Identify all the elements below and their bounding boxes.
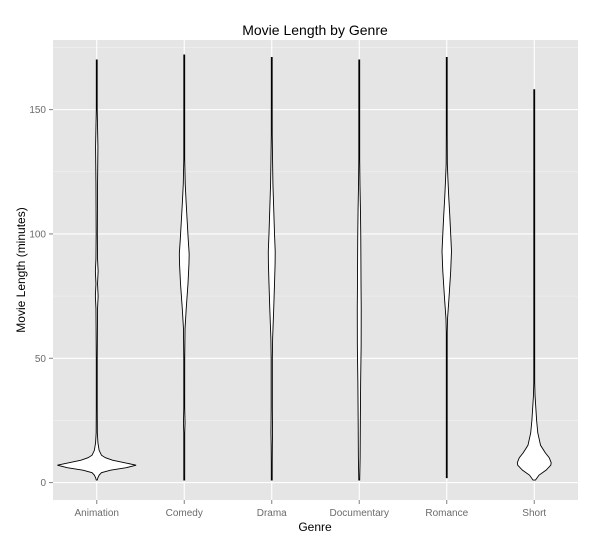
y-tick-label: 50 xyxy=(35,354,47,365)
violin-short xyxy=(516,89,552,481)
x-axis-title: Genre xyxy=(298,520,332,534)
violin-documentary xyxy=(356,59,362,481)
violin-romance xyxy=(441,56,452,479)
violin-animation xyxy=(57,59,137,481)
panel-background xyxy=(53,40,578,500)
y-axis-title: Movie Length (minutes) xyxy=(14,207,28,332)
y-tick-label: 150 xyxy=(29,105,46,116)
x-tick-label-documentary: Documentary xyxy=(330,508,389,519)
x-tick-label-drama: Drama xyxy=(257,508,287,519)
x-tick-label-romance: Romance xyxy=(425,508,468,519)
violin-drama xyxy=(267,56,276,481)
x-tick-label-short: Short xyxy=(522,508,546,519)
y-tick-label: 0 xyxy=(40,478,46,489)
violin-comedy xyxy=(178,54,190,481)
chart-title: Movie Length by Genre xyxy=(242,22,388,38)
y-axis-ticks: 0 50 100 150 xyxy=(29,105,53,489)
y-tick-label: 100 xyxy=(29,229,46,240)
x-tick-label-comedy: Comedy xyxy=(166,508,203,519)
x-tick-label-animation: Animation xyxy=(75,508,119,519)
violins xyxy=(57,54,552,481)
x-axis-ticks: Animation Comedy Drama Documentary Romance Sh… xyxy=(75,500,546,519)
